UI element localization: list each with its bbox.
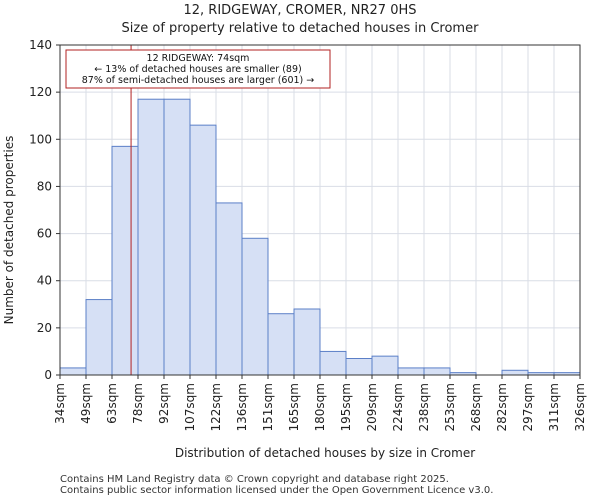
- bars: [59, 98, 581, 376]
- annotation-box: [65, 49, 331, 89]
- x-tick-label: 122sqm: [209, 383, 223, 431]
- bar: [189, 124, 217, 376]
- annotation-line-2: ← 13% of detached houses are smaller (89…: [94, 64, 301, 75]
- x-tick-label: 209sqm: [365, 383, 379, 431]
- bar: [371, 355, 399, 376]
- x-tick-label: 92sqm: [157, 383, 171, 424]
- bar: [423, 367, 451, 376]
- y-tick-label: 120: [29, 85, 52, 99]
- x-tick-label: 34sqm: [53, 383, 67, 424]
- x-tick-label: 297sqm: [521, 383, 535, 431]
- footer-line-1: Contains HM Land Registry data © Crown c…: [60, 474, 449, 485]
- x-tick-label: 326sqm: [573, 383, 587, 431]
- x-tick-label: 195sqm: [339, 383, 353, 431]
- x-axis-label: Distribution of detached houses by size …: [175, 446, 475, 460]
- bar: [319, 350, 347, 376]
- x-tick-label: 107sqm: [183, 383, 197, 431]
- x-tick-label: 49sqm: [79, 383, 93, 424]
- bar: [501, 369, 529, 376]
- y-tick-label: 60: [37, 227, 52, 241]
- chart-subtitle: Size of property relative to detached ho…: [122, 21, 480, 36]
- y-tick-label: 40: [37, 274, 52, 288]
- x-tick-label: 253sqm: [443, 383, 457, 431]
- bar: [241, 237, 269, 376]
- bar: [397, 367, 425, 376]
- bar: [163, 98, 191, 376]
- x-tick-label: 165sqm: [287, 383, 301, 431]
- x-tick-label: 268sqm: [469, 383, 483, 431]
- x-tick-label: 238sqm: [417, 383, 431, 431]
- x-tick-label: 151sqm: [261, 383, 275, 431]
- bar: [85, 299, 113, 376]
- x-tick-label: 311sqm: [547, 383, 561, 431]
- x-tick-label: 282sqm: [495, 383, 509, 431]
- marker-annotation: 12 RIDGEWAY: 74sqm ← 13% of detached hou…: [65, 49, 331, 89]
- bar: [137, 98, 165, 376]
- bar: [111, 145, 139, 376]
- x-tick-label: 78sqm: [131, 383, 145, 424]
- y-tick-label: 100: [29, 132, 52, 146]
- footer-line-2: Contains public sector information licen…: [60, 485, 493, 496]
- y-axis-label: Number of detached properties: [2, 136, 16, 325]
- y-tick-label: 80: [37, 179, 52, 193]
- bar: [215, 202, 243, 376]
- x-axis-ticks: 34sqm 49sqm 63sqm 78sqm 92sqm 107sqm 122sqm 136…: [53, 375, 587, 431]
- bar: [267, 313, 295, 376]
- y-tick-label: 140: [29, 38, 52, 52]
- annotation-line-1: 12 RIDGEWAY: 74sqm: [147, 53, 250, 64]
- bar: [59, 367, 87, 376]
- bar: [345, 358, 373, 376]
- x-tick-label: 224sqm: [391, 383, 405, 431]
- x-tick-label: 136sqm: [235, 383, 249, 431]
- chart-title: 12, RIDGEWAY, CROMER, NR27 0HS: [183, 3, 416, 18]
- bar: [293, 308, 321, 376]
- y-tick-label: 0: [44, 368, 52, 382]
- y-axis-ticks: 0 20 40 60 80 100 120 140: [29, 38, 60, 382]
- annotation-line-3: 87% of semi-detached houses are larger (…: [82, 75, 315, 86]
- y-tick-label: 20: [37, 321, 52, 335]
- x-tick-label: 63sqm: [105, 383, 119, 424]
- x-tick-label: 180sqm: [313, 383, 327, 431]
